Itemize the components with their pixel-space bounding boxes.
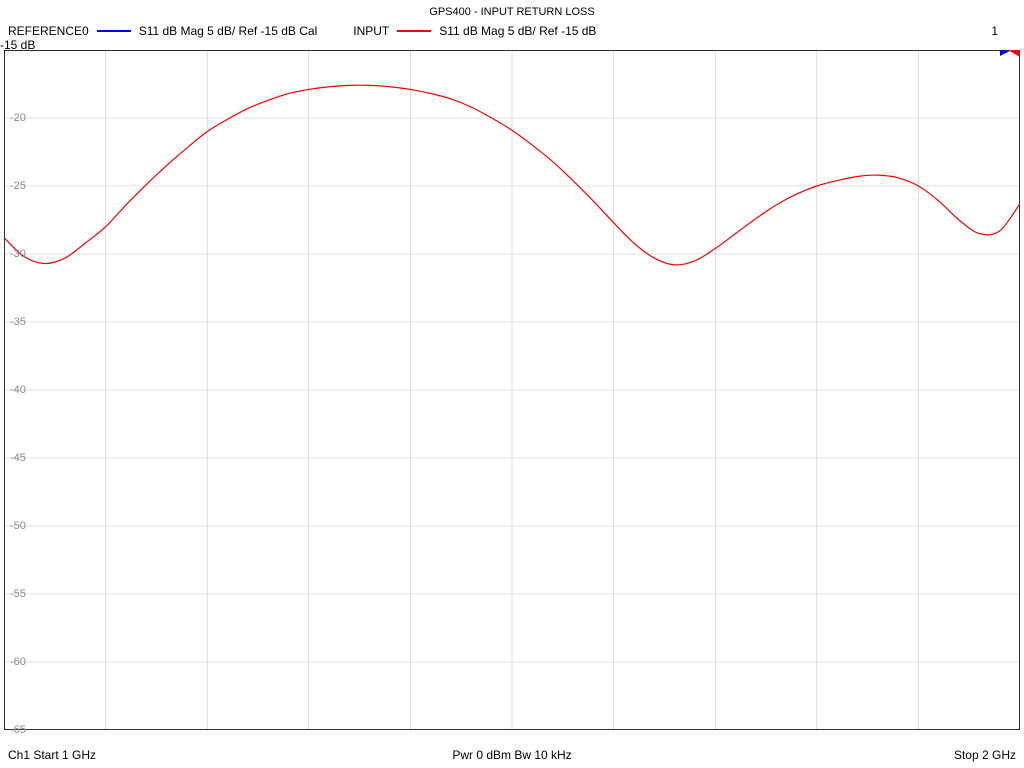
plot-svg [4, 50, 1020, 730]
legend-trace2-label: INPUT [353, 24, 389, 38]
legend-trace2-desc: S11 dB Mag 5 dB/ Ref -15 dB [439, 24, 596, 38]
legend-trace1-desc: S11 dB Mag 5 dB/ Ref -15 dB Cal [139, 24, 318, 38]
ytick-label: -40 [10, 384, 26, 396]
ytick-label: -20 [10, 112, 26, 124]
legend-row: REFERENCE0 S11 dB Mag 5 dB/ Ref -15 dB C… [8, 24, 596, 38]
ytick-label: -60 [10, 656, 26, 668]
ytick-label: -45 [10, 452, 26, 464]
marker-number: 1 [991, 24, 998, 38]
footer-stop-freq: Stop 2 GHz [816, 748, 1016, 762]
ytick-label: -30 [10, 248, 26, 260]
footer-row: Ch1 Start 1 GHz Pwr 0 dBm Bw 10 kHz Stop… [8, 748, 1016, 762]
legend-trace1-label: REFERENCE0 [8, 24, 89, 38]
footer-start-freq: Ch1 Start 1 GHz [8, 748, 208, 762]
ytick-label: -35 [10, 316, 26, 328]
chart-title: GPS400 - INPUT RETURN LOSS [0, 6, 1024, 18]
legend-trace2-swatch [397, 30, 431, 32]
plot-area: -20-25-30-35-40-45-50-55-60-65 [4, 50, 1020, 730]
ytick-label: -55 [10, 588, 26, 600]
ytick-label: -65 [10, 724, 26, 736]
vna-screenshot: GPS400 - INPUT RETURN LOSS REFERENCE0 S1… [0, 0, 1024, 768]
legend-trace1-swatch [97, 30, 131, 32]
footer-power-bw: Pwr 0 dBm Bw 10 kHz [208, 748, 816, 762]
ytick-label: -25 [10, 180, 26, 192]
ytick-label: -50 [10, 520, 26, 532]
